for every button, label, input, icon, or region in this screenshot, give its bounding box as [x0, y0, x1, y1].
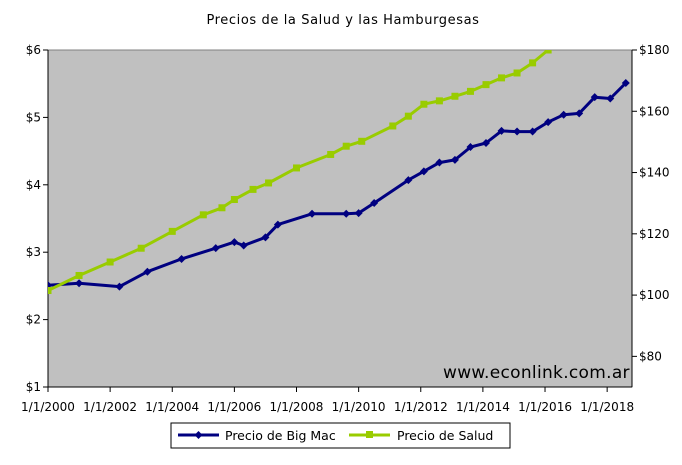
data-point [75, 279, 84, 288]
data-point [513, 127, 522, 136]
data-point [370, 198, 379, 207]
data-point [575, 109, 584, 118]
data-point [451, 92, 459, 100]
data-point [137, 244, 145, 252]
data-point [529, 59, 537, 67]
data-point [560, 37, 567, 44]
x-tick-label: 1/1/2010 [332, 400, 386, 414]
data-point [211, 244, 220, 253]
left-y-axis: $1 $2 $3 $4 $5 $6 [26, 43, 49, 394]
data-point [528, 127, 537, 136]
data-point [513, 69, 521, 77]
left-tick-label: $5 [26, 110, 41, 124]
data-point [498, 74, 506, 82]
data-point [218, 204, 226, 212]
series-layer [48, 37, 630, 294]
data-point [48, 286, 52, 294]
watermark-text: www.econlink.com.ar [443, 363, 630, 383]
chart-title: Precios de la Salud y las Hamburgesas [206, 13, 479, 28]
data-point [358, 137, 366, 145]
data-point [265, 179, 273, 187]
data-point [435, 158, 444, 167]
left-tick-label: $6 [26, 43, 41, 57]
x-tick-label: 1/1/2002 [83, 400, 137, 414]
data-point [606, 94, 615, 103]
left-tick-label: $3 [26, 245, 41, 259]
right-tick-label: $160 [639, 104, 670, 118]
right-tick-label: $100 [639, 288, 670, 302]
data-point [466, 143, 475, 152]
data-point [342, 142, 350, 150]
legend-box [170, 422, 511, 449]
x-tick-label: 1/1/2012 [394, 400, 448, 414]
data-point [419, 167, 428, 176]
x-tick-label: 1/1/2014 [456, 400, 510, 414]
data-point [273, 220, 282, 229]
data-point [75, 271, 83, 279]
data-point [308, 209, 317, 218]
data-point [354, 209, 363, 218]
x-tick-label: 1/1/2008 [270, 400, 324, 414]
x-tick-label: 1/1/2004 [145, 400, 199, 414]
data-point [143, 267, 152, 276]
data-point [342, 209, 351, 218]
data-point [106, 258, 114, 266]
x-axis: 1/1/2000 1/1/2002 1/1/2004 1/1/2006 1/1/2008… [21, 386, 634, 414]
left-tick-label: $1 [26, 380, 41, 394]
data-point [497, 126, 506, 135]
data-point [168, 227, 176, 235]
data-point [389, 122, 397, 130]
data-point [590, 93, 599, 102]
right-tick-label: $120 [639, 227, 670, 241]
series-bigmac [48, 79, 630, 291]
data-point [199, 211, 207, 219]
left-tick-label: $4 [26, 178, 41, 192]
data-point [404, 176, 413, 185]
plot-area [47, 49, 633, 388]
right-tick-label: $140 [639, 166, 670, 180]
data-point [559, 110, 568, 119]
data-point [249, 185, 257, 193]
data-point [621, 79, 630, 88]
data-point [230, 196, 238, 204]
right-tick-label: $80 [639, 349, 662, 363]
legend: Precio de Big Mac Precio de Salud [170, 422, 511, 449]
legend-bigmac-marker [194, 431, 203, 439]
data-point [482, 139, 490, 148]
right-tick-label: $180 [639, 43, 670, 57]
right-y-axis: $80 $100 $120 $140 $160 $180 [631, 43, 670, 387]
data-point [466, 87, 474, 95]
legend-salud-label: Precio de Salud [397, 428, 493, 443]
data-point [435, 97, 443, 105]
data-point [115, 282, 124, 291]
data-point [177, 254, 186, 263]
data-point [420, 100, 428, 108]
data-point [327, 150, 335, 158]
data-point [239, 241, 248, 250]
data-point [404, 112, 412, 120]
data-point [230, 238, 239, 247]
data-point [544, 50, 552, 54]
left-tick-label: $2 [26, 313, 41, 327]
data-point [544, 118, 553, 127]
x-tick-label: 1/1/2006 [207, 400, 261, 414]
legend-salud-marker [366, 431, 373, 438]
x-tick-label: 1/1/2000 [21, 400, 75, 414]
data-point [482, 81, 490, 89]
data-point [450, 155, 459, 164]
data-point [261, 233, 270, 242]
x-tick-label: 1/1/2016 [518, 400, 572, 414]
x-tick-label: 1/1/2018 [580, 400, 634, 414]
series-salud [48, 37, 567, 294]
data-point [293, 164, 301, 172]
legend-bigmac-label: Precio de Big Mac [225, 428, 336, 443]
